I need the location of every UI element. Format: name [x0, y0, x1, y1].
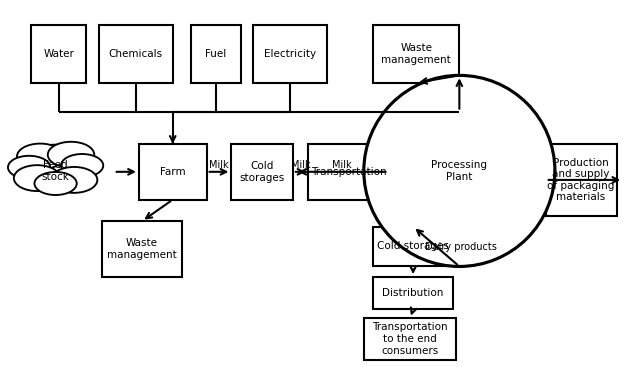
FancyBboxPatch shape [191, 25, 240, 83]
FancyBboxPatch shape [364, 319, 456, 360]
FancyBboxPatch shape [373, 227, 454, 266]
Text: Milk: Milk [332, 160, 352, 170]
Ellipse shape [51, 167, 97, 193]
Text: Processing
Plant: Processing Plant [431, 160, 487, 182]
FancyBboxPatch shape [253, 25, 327, 83]
Ellipse shape [14, 165, 60, 191]
Text: Feed
stock: Feed stock [42, 160, 70, 182]
Text: Transportation: Transportation [311, 167, 386, 177]
Text: Distribution: Distribution [382, 288, 444, 298]
Text: Cold storages: Cold storages [377, 241, 449, 251]
Text: Fuel: Fuel [205, 49, 226, 59]
FancyBboxPatch shape [31, 25, 86, 83]
Text: Milk: Milk [209, 160, 229, 170]
Text: Farm: Farm [160, 167, 186, 177]
Ellipse shape [24, 145, 87, 179]
Text: Cold
storages: Cold storages [240, 161, 285, 183]
Text: Dairy products: Dairy products [425, 241, 498, 251]
Text: Electricity: Electricity [264, 49, 316, 59]
FancyBboxPatch shape [139, 144, 207, 200]
FancyBboxPatch shape [99, 25, 173, 83]
FancyBboxPatch shape [308, 144, 389, 200]
Ellipse shape [61, 154, 103, 177]
FancyBboxPatch shape [373, 277, 454, 309]
Ellipse shape [35, 172, 77, 195]
Text: Chemicals: Chemicals [109, 49, 163, 59]
Ellipse shape [48, 142, 94, 168]
Text: Waste
management: Waste management [107, 238, 177, 260]
FancyBboxPatch shape [546, 144, 616, 216]
Text: Waste
management: Waste management [381, 43, 451, 65]
FancyBboxPatch shape [231, 144, 293, 200]
Text: Milk: Milk [291, 160, 311, 170]
Text: Production
and supply
of packaging
materials: Production and supply of packaging mater… [547, 157, 615, 202]
Text: Water: Water [43, 49, 74, 59]
FancyBboxPatch shape [373, 25, 459, 83]
FancyBboxPatch shape [102, 221, 182, 277]
Ellipse shape [8, 156, 50, 179]
Text: Transportation
to the end
consumers: Transportation to the end consumers [372, 323, 448, 356]
Ellipse shape [17, 143, 64, 170]
Ellipse shape [364, 75, 555, 266]
